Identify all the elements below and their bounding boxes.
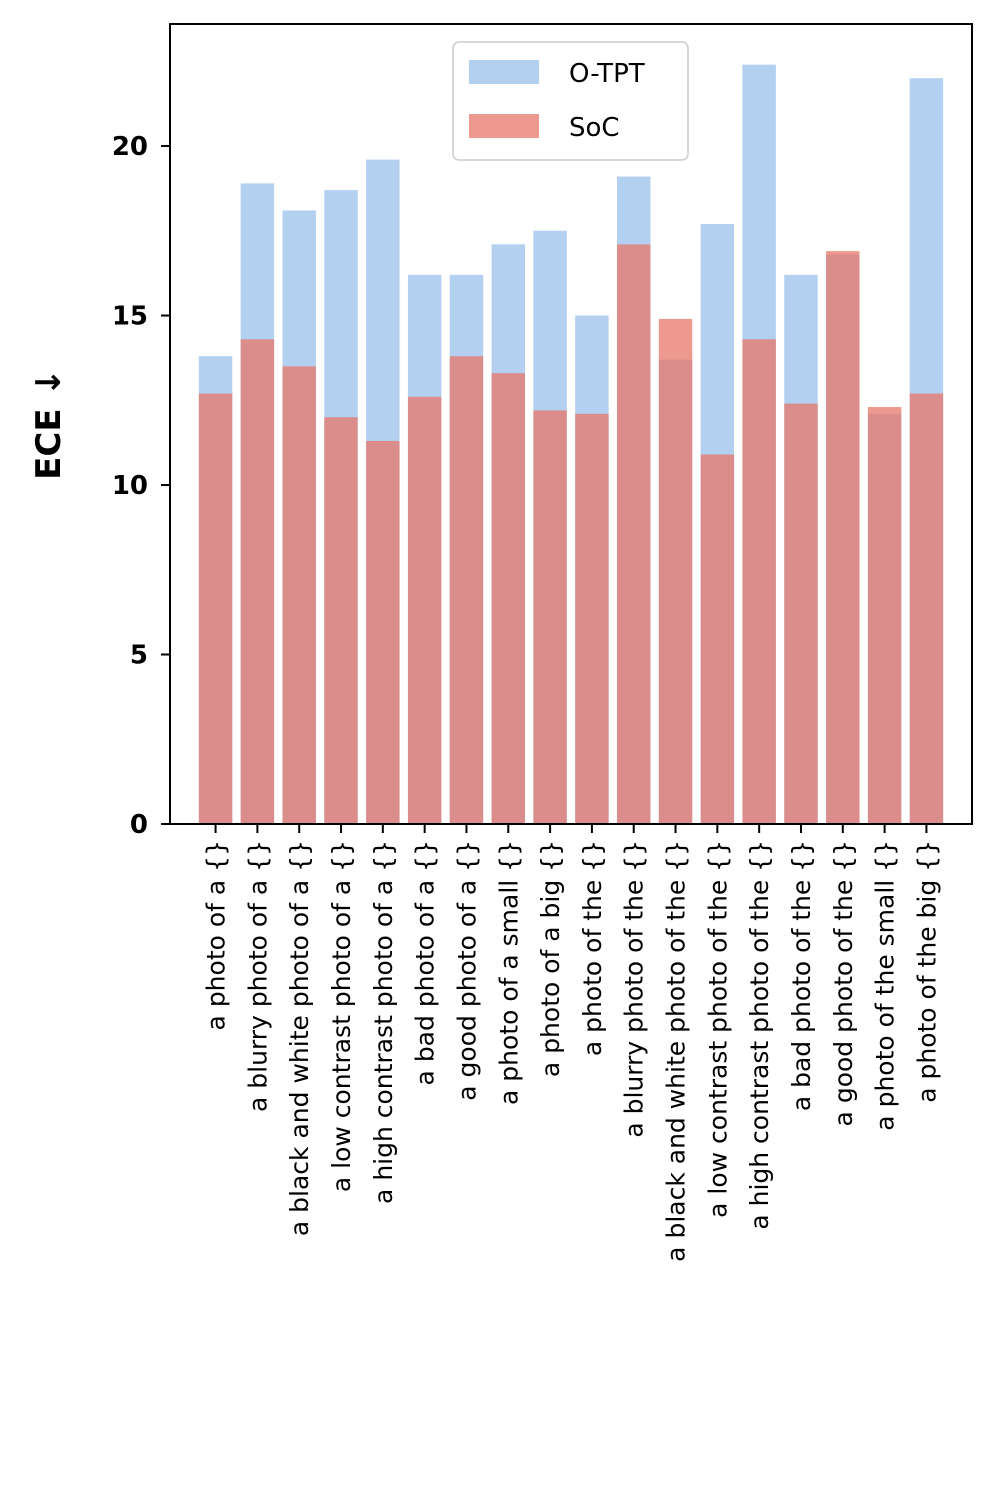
bar-soc: [700, 454, 735, 824]
bar-soc: [366, 440, 400, 824]
x-tick-label: a photo of a big {}: [536, 840, 565, 1077]
y-tick-label: 0: [130, 810, 148, 840]
y-ticks: 0 5 10 15 20: [112, 132, 170, 840]
legend-label: SoC: [569, 113, 620, 143]
y-tick-label: 10: [112, 471, 148, 501]
bar-soc: [616, 244, 651, 824]
plot-frame: [169, 23, 973, 825]
bar-soc: [240, 339, 275, 824]
legend-label: O-TPT: [569, 59, 645, 89]
bar-soc: [449, 356, 484, 824]
x-tick-label: a good photo of the {}: [829, 840, 858, 1126]
x-tick-label: a low contrast photo of the {}: [703, 840, 732, 1218]
bar-soc: [324, 417, 358, 824]
x-tick-label: a blurry photo of a {}: [243, 840, 272, 1112]
x-tick-label: a high contrast photo of a {}: [369, 840, 398, 1204]
x-tick-label: a bad photo of the {}: [787, 840, 816, 1111]
x-tick-label: a high contrast photo of the {}: [745, 840, 774, 1230]
y-axis-label: ECE ↓: [29, 368, 69, 480]
bar-soc: [491, 373, 526, 824]
bar-soc: [826, 251, 860, 824]
x-tick-label: a bad photo of a {}: [411, 840, 440, 1085]
y-axis-label-group: ECE ↓: [29, 368, 69, 480]
legend-swatch: [469, 114, 539, 138]
y-tick-label: 5: [130, 641, 148, 671]
x-tick-label: a blurry photo of the {}: [620, 840, 649, 1138]
x-tick-label: a low contrast photo of a {}: [327, 840, 356, 1192]
bar-soc: [867, 407, 902, 824]
x-tick-label: a black and white photo of the {}: [662, 840, 691, 1262]
bar-soc: [282, 366, 316, 824]
bars-series-soc: [198, 244, 944, 824]
axes: [169, 23, 973, 825]
x-tick-label: a photo of the small {}: [871, 840, 900, 1131]
x-tick-label: a good photo of a {}: [452, 840, 481, 1101]
bar-soc: [407, 396, 442, 824]
bar-soc: [533, 410, 567, 824]
bar-soc: [575, 413, 609, 824]
x-ticks: a photo of a {} a blurry photo of a {} a b…: [202, 824, 941, 1262]
x-tick-label: a photo of the big {}: [912, 840, 941, 1103]
x-tick-label: a photo of the {}: [578, 840, 607, 1056]
y-tick-label: 15: [112, 302, 148, 332]
bar-soc: [658, 318, 693, 824]
y-tick-label: 20: [112, 132, 148, 162]
legend-swatch: [469, 60, 539, 84]
x-tick-label: a photo of a small {}: [494, 840, 523, 1105]
bar-soc: [909, 393, 944, 824]
bar-soc: [198, 393, 233, 824]
legend: O-TPT SoC: [452, 41, 689, 161]
bar-soc: [742, 339, 776, 824]
bar-soc: [784, 403, 818, 824]
x-tick-label: a black and white photo of a {}: [285, 840, 314, 1236]
x-tick-label: a photo of a {}: [202, 840, 231, 1030]
